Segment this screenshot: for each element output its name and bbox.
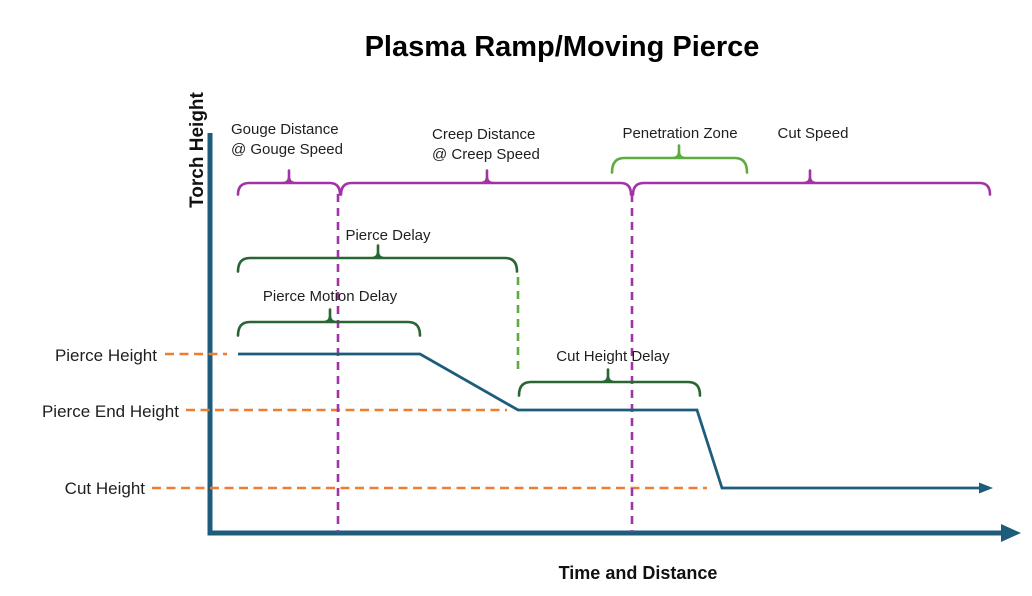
pierce-delay-brace [236,244,519,273]
penetration-zone-brace [610,144,749,174]
y-axis-label: Torch Height [187,91,208,207]
pierce-height-label: Pierce Height [55,346,157,365]
cut-height-delay-label: Cut Height Delay [556,348,670,365]
pierce-delay-label: Pierce Delay [345,227,431,244]
gouge-distance-brace [236,169,342,196]
cut-speed-label: Cut Speed [778,125,849,142]
gouge-distance-label-line2: @ Gouge Speed [231,141,343,158]
pierce-end-height-label: Pierce End Height [42,402,179,421]
x-axis-arrow-icon [1001,524,1021,542]
cut-speed-brace [631,169,992,196]
creep-distance-label-line2: @ Creep Speed [432,146,540,163]
penetration-zone-label: Penetration Zone [622,125,737,142]
creep-distance-brace [339,169,633,196]
pierce-motion-delay-brace [236,308,422,337]
page-title: Plasma Ramp/Moving Pierce [365,31,760,63]
profile-arrow-icon [979,482,993,494]
pierce-motion-delay-label: Pierce Motion Delay [263,288,398,305]
torch-height-profile-line [238,352,980,490]
x-axis-label: Time and Distance [559,563,718,583]
cut-height-delay-brace [517,368,702,397]
gouge-distance-label-line1: Gouge Distance [231,121,339,138]
creep-distance-label-line1: Creep Distance [432,126,535,143]
cut-height-label: Cut Height [65,479,146,498]
